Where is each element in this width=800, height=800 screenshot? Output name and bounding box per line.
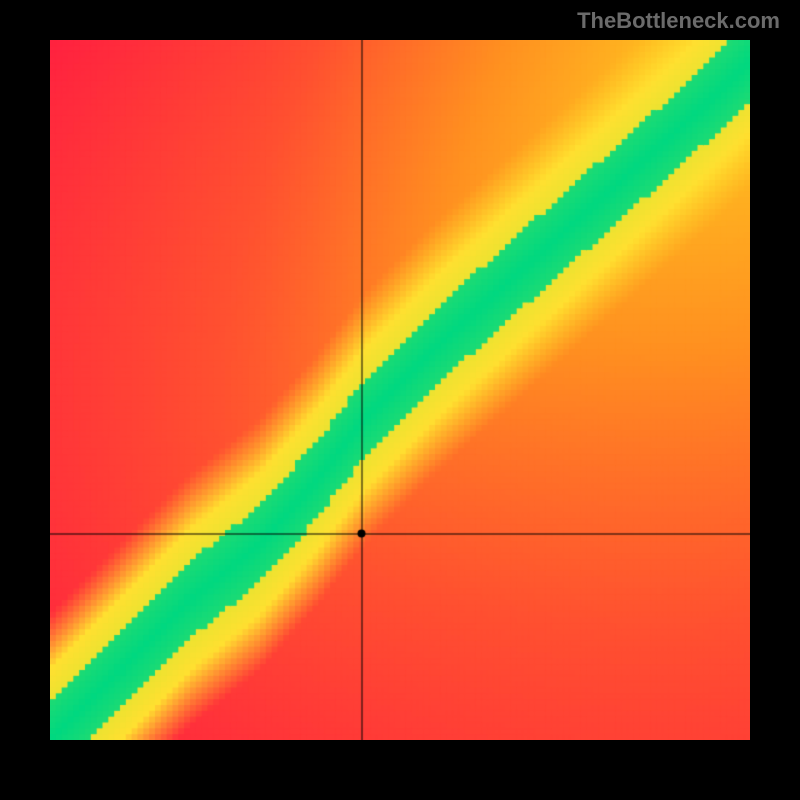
watermark-text: TheBottleneck.com (577, 8, 780, 34)
chart-container: TheBottleneck.com (0, 0, 800, 800)
heatmap-canvas (50, 40, 750, 740)
plot-area (50, 40, 750, 740)
